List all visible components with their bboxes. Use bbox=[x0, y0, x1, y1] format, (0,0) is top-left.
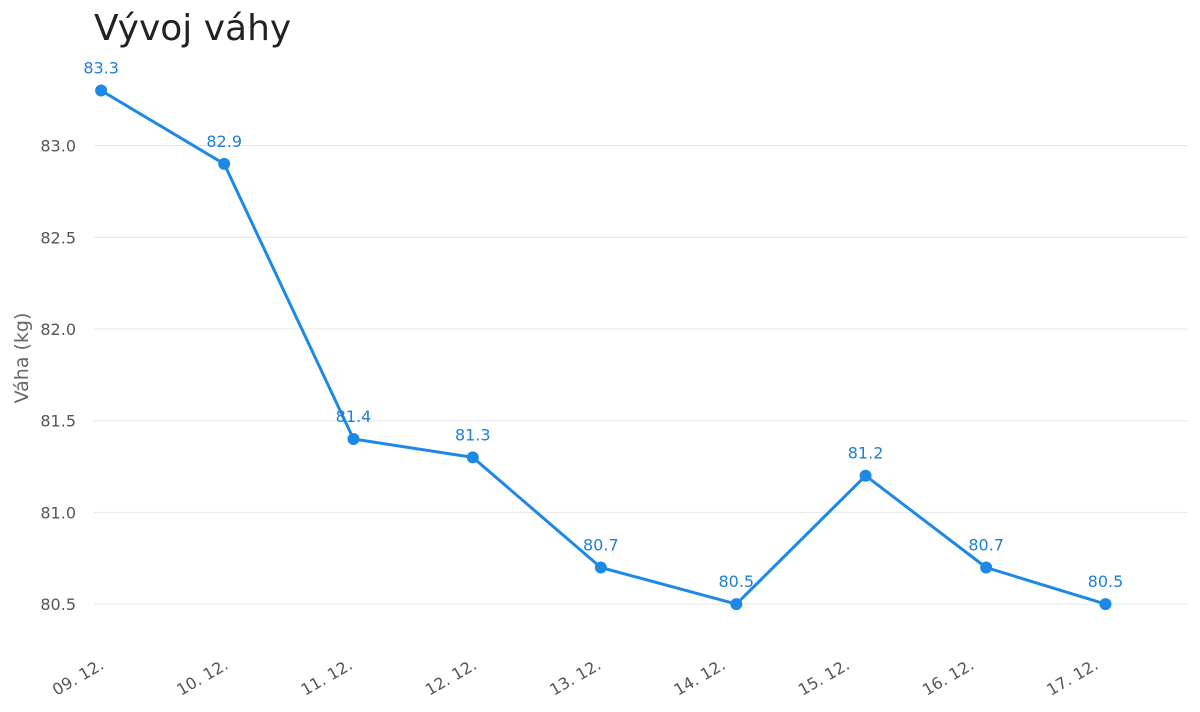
y-tick-label: 80.5 bbox=[40, 595, 76, 614]
y-tick-label: 83.0 bbox=[40, 137, 76, 156]
y-axis-label: Váha (kg) bbox=[11, 313, 33, 404]
data-label: 80.7 bbox=[583, 535, 619, 554]
data-label: 81.4 bbox=[336, 407, 372, 426]
x-tick-label: 09. 12. bbox=[49, 655, 107, 699]
x-tick-label: 17. 12. bbox=[1043, 655, 1101, 699]
x-axis-ticks: 09. 12. 10. 12. 11. 12. 12. 12. 13. 12. 14. 1… bbox=[49, 655, 1101, 699]
y-tick-label: 81.0 bbox=[40, 503, 76, 522]
x-tick-label: 16. 12. bbox=[919, 655, 977, 699]
data-labels: 83.3 82.9 81.4 81.3 80.7 80.5 81.2 80.7 80.5 bbox=[83, 59, 1123, 592]
data-point bbox=[95, 84, 108, 97]
y-tick-label: 81.5 bbox=[40, 412, 76, 431]
gridlines bbox=[94, 145, 1188, 605]
x-tick-label: 15. 12. bbox=[795, 655, 853, 699]
data-label: 81.3 bbox=[455, 425, 491, 444]
data-point bbox=[347, 433, 360, 446]
chart-title: Vývoj váhy bbox=[94, 8, 291, 49]
data-point bbox=[730, 598, 743, 611]
y-axis-ticks: 80.5 81.0 81.5 82.0 82.5 83.0 bbox=[40, 137, 76, 615]
x-tick-label: 10. 12. bbox=[173, 655, 231, 699]
data-label: 80.5 bbox=[718, 572, 754, 591]
data-label: 83.3 bbox=[83, 59, 119, 78]
data-point bbox=[594, 561, 607, 574]
y-tick-label: 82.5 bbox=[40, 228, 76, 247]
x-tick-label: 12. 12. bbox=[422, 655, 480, 699]
data-point bbox=[218, 157, 231, 170]
data-point bbox=[859, 469, 872, 482]
series-weight bbox=[95, 84, 1112, 611]
x-tick-label: 13. 12. bbox=[546, 655, 604, 699]
x-tick-label: 14. 12. bbox=[671, 655, 729, 699]
series-line bbox=[99, 89, 1107, 606]
y-tick-label: 82.0 bbox=[40, 320, 76, 339]
data-point bbox=[1099, 598, 1112, 611]
data-label: 81.2 bbox=[848, 444, 884, 463]
x-tick-label: 11. 12. bbox=[298, 655, 356, 699]
data-point bbox=[980, 561, 993, 574]
data-label: 82.9 bbox=[206, 132, 242, 151]
data-point bbox=[466, 451, 479, 464]
data-label: 80.5 bbox=[1088, 572, 1124, 591]
data-label: 80.7 bbox=[968, 535, 1004, 554]
